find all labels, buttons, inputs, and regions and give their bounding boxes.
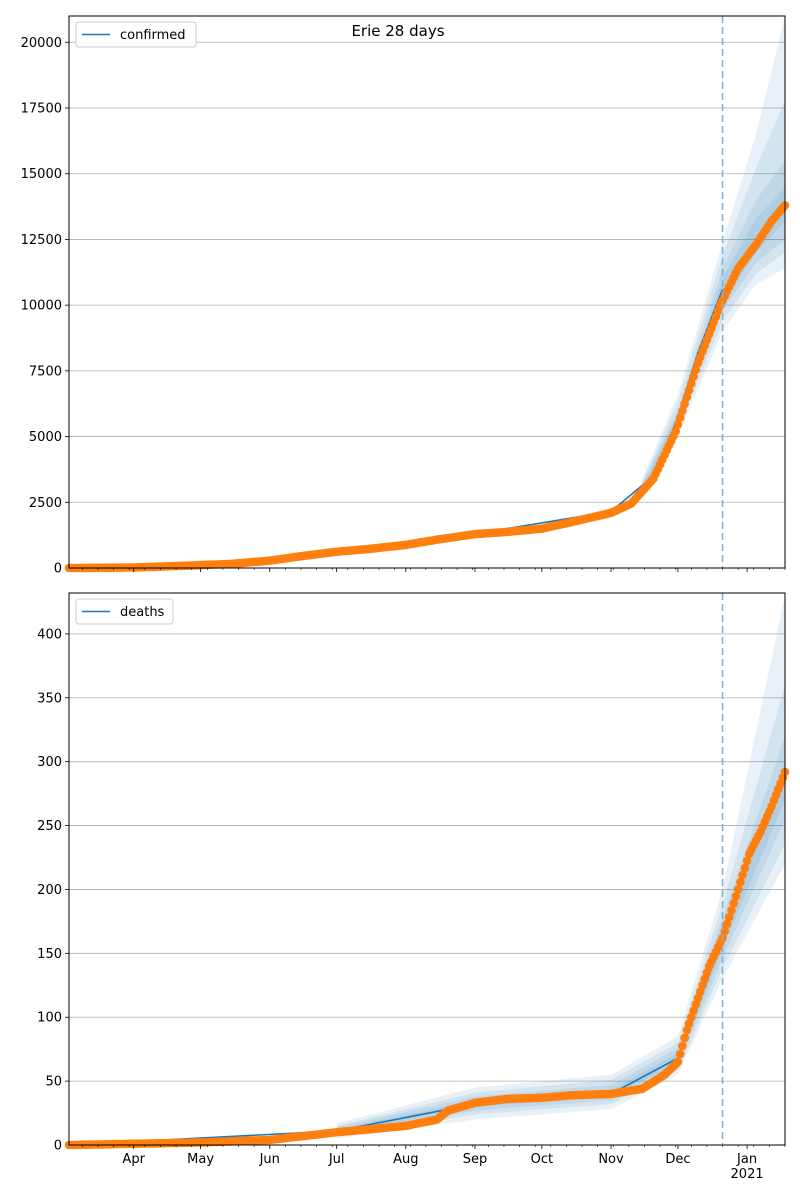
observed-point	[689, 372, 698, 381]
axes-frame	[68, 15, 786, 569]
legend-box	[75, 21, 197, 48]
x-tick-year-label: 2021	[731, 1167, 764, 1182]
observed-point	[687, 379, 696, 388]
x-tick-label: Jun	[259, 1152, 280, 1167]
y-tick-label: 12500	[21, 233, 62, 248]
y-tick-label: 5000	[29, 430, 62, 445]
observed-point	[736, 878, 745, 887]
uncertainty-band-1	[642, 16, 785, 500]
observed-point	[724, 912, 734, 922]
uncertainty-band-2	[642, 100, 785, 497]
observed-point	[742, 856, 752, 866]
observed-point	[738, 870, 747, 880]
x-tick-label: Jul	[328, 1152, 345, 1167]
y-tick-label: 0	[54, 1139, 62, 1154]
observed-point	[740, 863, 750, 873]
legend-label: deaths	[120, 605, 165, 620]
y-tick-label: 2500	[29, 496, 62, 511]
observed-points	[64, 767, 790, 1150]
observed-point	[722, 919, 732, 929]
x-tick-label: Oct	[531, 1152, 553, 1167]
observed-point	[733, 885, 743, 894]
observed-point	[680, 399, 689, 409]
observed-point	[678, 1041, 687, 1051]
observed-point	[673, 420, 683, 429]
legend: deaths	[75, 598, 174, 625]
model-line	[68, 289, 724, 569]
deaths-panel: 0 50 100 150 200 250 300 350 400 Apr May Jun Jul Aug S…	[37, 592, 790, 1182]
observed-point	[729, 899, 738, 908]
y-tick-label: 10000	[21, 299, 62, 314]
x-tick-label: Apr	[122, 1152, 145, 1167]
x-tick-label: Jan	[736, 1152, 757, 1167]
observed-point	[684, 386, 694, 395]
observed-point	[691, 365, 701, 375]
y-tick-label: 300	[37, 755, 62, 770]
confirmed-panel: 0 2500 5000 7500 10000 12500 15000 17500 20000 co…	[21, 15, 790, 577]
observed-point	[731, 892, 741, 901]
y-tick-label: 20000	[21, 36, 62, 51]
y-tick-label: 0	[54, 562, 62, 577]
x-tick-label: Aug	[393, 1152, 418, 1167]
y-tick-label: 350	[37, 691, 62, 706]
y-tick-label: 100	[37, 1011, 62, 1026]
y-tick-label: 50	[45, 1075, 62, 1090]
observed-point	[680, 1033, 689, 1043]
x-tick-label: Nov	[598, 1152, 624, 1167]
observed-point	[682, 392, 692, 402]
y-tick-label: 150	[37, 947, 62, 962]
observed-points	[64, 201, 790, 573]
observed-point	[675, 1049, 685, 1059]
model-line	[68, 780, 786, 1146]
legend-box	[75, 598, 174, 625]
legend: confirmed	[75, 21, 197, 48]
y-tick-label: 200	[37, 883, 62, 898]
axes-frame	[68, 592, 786, 1146]
x-tick-label: Dec	[665, 1152, 690, 1167]
y-tick-label: 250	[37, 819, 62, 834]
y-tick-label: 7500	[29, 364, 62, 379]
legend-label: confirmed	[120, 28, 186, 43]
observed-point	[727, 906, 736, 915]
observed-point	[671, 427, 680, 436]
observed-point	[675, 413, 685, 422]
x-tick-label: May	[187, 1152, 214, 1167]
x-tick-label: Sep	[463, 1152, 488, 1167]
chart-title: Erie 28 days	[351, 22, 444, 40]
observed-point	[673, 1057, 683, 1067]
uncertainty-band-1	[336, 595, 785, 1139]
y-tick-label: 17500	[21, 102, 62, 117]
uncertainty-band-3	[336, 736, 785, 1135]
y-tick-label: 15000	[21, 167, 62, 182]
observed-point	[678, 406, 687, 416]
y-tick-label: 400	[37, 627, 62, 642]
